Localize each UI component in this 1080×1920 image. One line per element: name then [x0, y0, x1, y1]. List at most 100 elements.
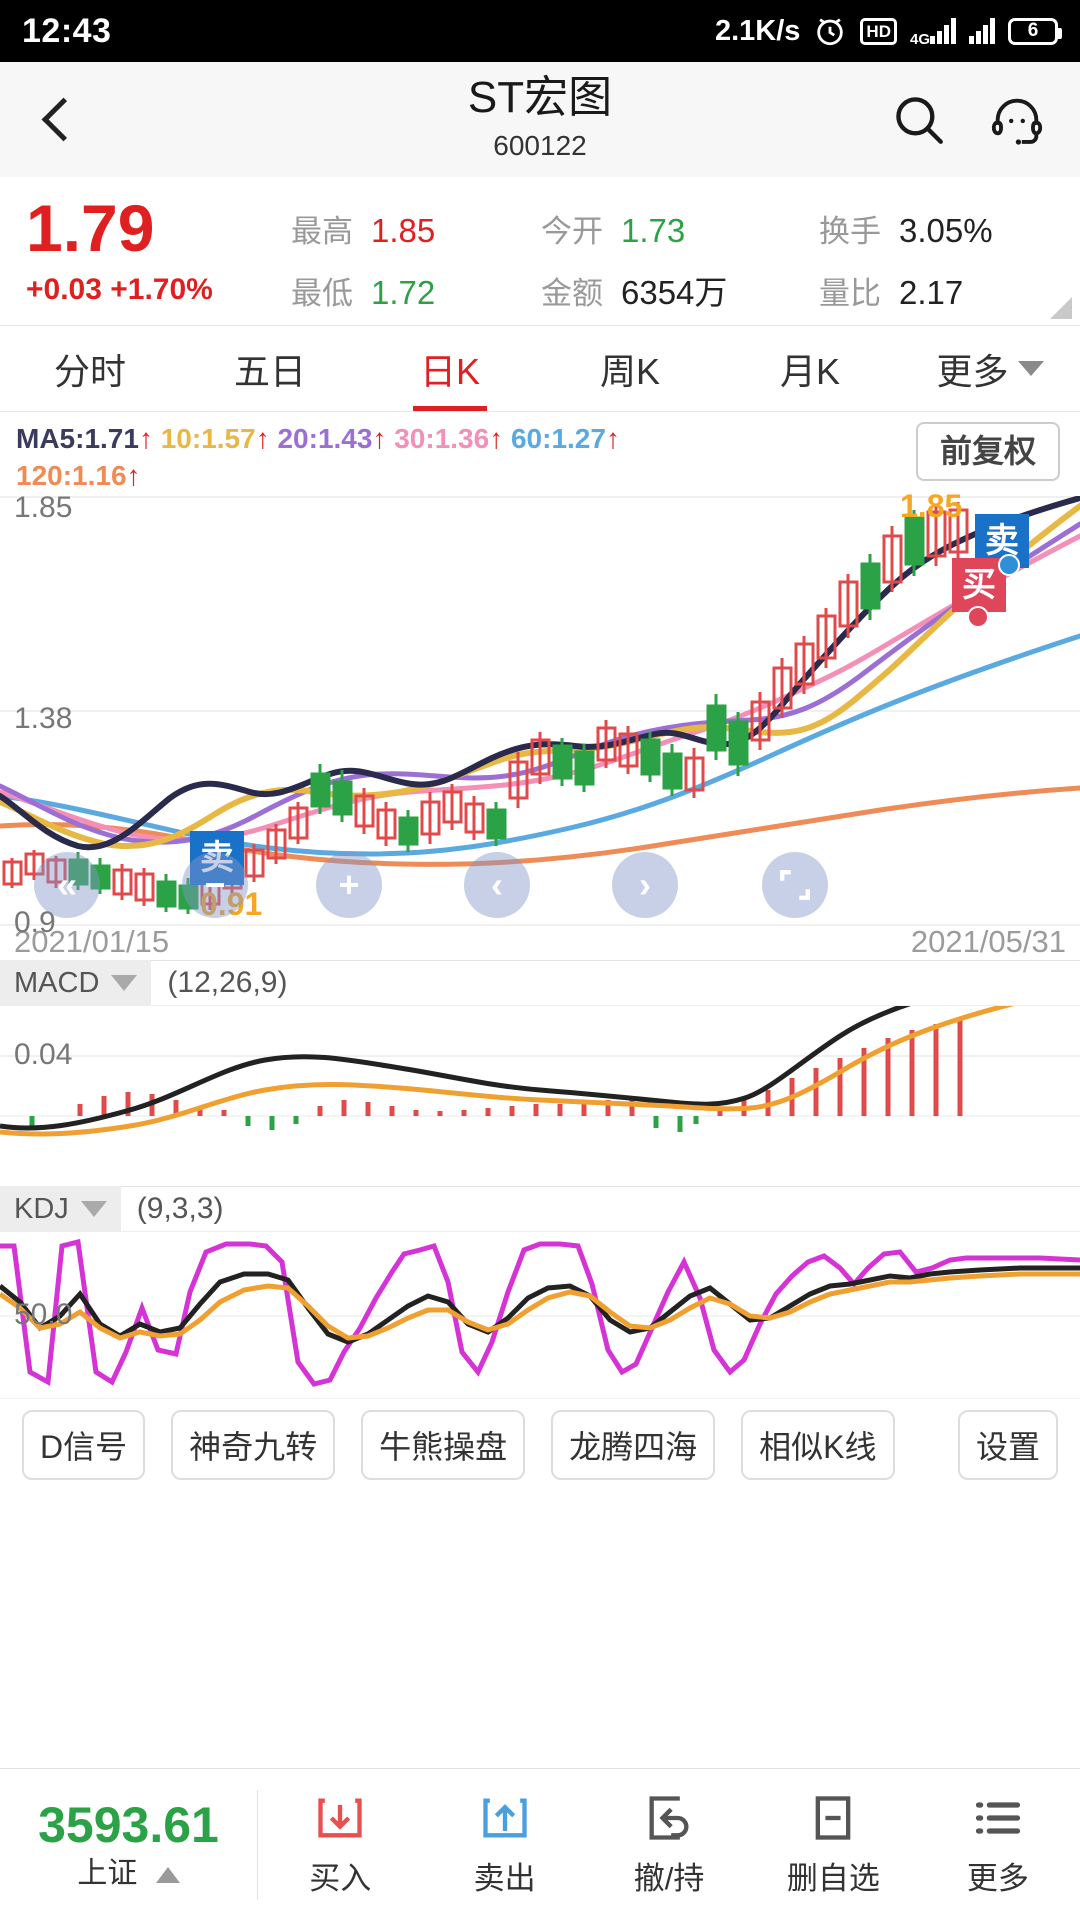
trough-price-label: 0.91: [200, 886, 263, 922]
kdj-selector[interactable]: KDJ: [0, 1186, 121, 1232]
action-remove-watchlist[interactable]: 删自选: [751, 1792, 915, 1898]
headset-icon[interactable]: [988, 91, 1046, 149]
alarm-clock-icon: [813, 14, 847, 48]
sell-flag-marker-left[interactable]: 卖: [190, 831, 244, 885]
index-name: 上证: [77, 1856, 138, 1890]
kdj-header: KDJ (9,3,3): [0, 1186, 1080, 1232]
kdj-svg: [0, 1238, 1080, 1387]
tab-more[interactable]: 更多: [900, 326, 1080, 411]
change-block: +0.03 +1.70%: [26, 265, 291, 315]
ma-item-30: 30:1.36: [394, 423, 503, 454]
macd-axis-label: 0.04: [14, 1038, 73, 1071]
macd-svg: [0, 1006, 1080, 1137]
price-block: 1.79: [26, 191, 291, 265]
ma-legend: MA5:1.71 10:1.57 20:1.43 30:1.36 60:1.27…: [0, 412, 1080, 496]
ma-item-10: 10:1.57: [161, 423, 270, 454]
macd-header: MACD (12,26,9): [0, 960, 1080, 1006]
k-line-plot[interactable]: 1.85 1.38 0.9 1.85 0.91 卖 买 卖 « − + ‹ ›: [0, 488, 1080, 939]
field-label: 金额: [541, 276, 603, 311]
scroll-left-button[interactable]: ‹: [464, 852, 530, 918]
quote-field-open: 今开 1.73: [541, 206, 819, 251]
quote-field-volratio: 量比 2.17: [819, 268, 1054, 313]
field-value: 6354万: [621, 274, 728, 311]
chart-nav-buttons: « − + ‹ ›: [0, 852, 1080, 918]
tool-bull-bear[interactable]: 牛熊操盘: [361, 1409, 526, 1480]
status-time: 12:43: [22, 11, 112, 50]
action-sell[interactable]: 卖出: [422, 1792, 586, 1898]
battery-level: 6: [1027, 20, 1039, 41]
tab-label: 更多: [936, 350, 1009, 392]
scroll-left-fast-button[interactable]: «: [34, 852, 100, 918]
date-end: 2021/05/31: [910, 924, 1066, 959]
tool-magic-nine[interactable]: 神奇九转: [171, 1409, 336, 1480]
fullscreen-button[interactable]: [762, 852, 828, 918]
tool-similar-k[interactable]: 相似K线: [741, 1409, 895, 1480]
buy-flag-marker[interactable]: 买: [952, 558, 1006, 612]
quote-field-amount: 金额 6354万: [541, 266, 819, 314]
tool-d-signal[interactable]: D信号: [22, 1409, 146, 1480]
kdj-name: KDJ: [14, 1192, 69, 1225]
tab-zhouk[interactable]: 周K: [540, 326, 720, 411]
expand-corner-icon[interactable]: [1050, 297, 1072, 319]
zoom-in-button[interactable]: +: [316, 852, 382, 918]
sell-signal-dot-icon: [967, 606, 989, 628]
bottom-action-bar: 3593.61 上证 买入 卖出 撤/持: [0, 1768, 1080, 1920]
zoom-out-button[interactable]: −: [182, 852, 248, 918]
macd-selector[interactable]: MACD: [0, 960, 152, 1006]
action-cancel-hold[interactable]: 撤/持: [587, 1792, 751, 1898]
network-speed: 2.1K/s: [714, 14, 801, 47]
k-line-svg: [0, 496, 1080, 926]
action-buy[interactable]: 买入: [258, 1792, 422, 1898]
peak-price-label: 1.85: [900, 488, 963, 524]
ma-item-5: MA5:1.71: [16, 423, 153, 454]
search-icon[interactable]: [890, 91, 948, 149]
undo-icon: [649, 1795, 689, 1840]
chart-date-range: 2021/01/15 2021/05/31: [0, 924, 1080, 960]
tab-yuek[interactable]: 月K: [720, 326, 900, 411]
macd-name: MACD: [14, 966, 100, 999]
change-abs: +0.03: [26, 273, 102, 306]
fullscreen-icon: [780, 870, 810, 900]
quote-field-low: 最低 1.72: [291, 268, 541, 313]
tab-rik[interactable]: 日K: [360, 326, 540, 411]
field-value: 1.72: [371, 273, 436, 311]
tab-label: 周K: [599, 350, 660, 392]
battery-icon: 6: [1008, 17, 1062, 45]
app-header: ST宏图 600122: [0, 62, 1080, 177]
chevron-down-icon: [1017, 361, 1044, 376]
chevron-down-icon: [111, 975, 138, 991]
action-label: 撤/持: [633, 1860, 705, 1896]
scroll-right-button[interactable]: ›: [612, 852, 678, 918]
index-summary[interactable]: 3593.61 上证: [0, 1789, 258, 1900]
ma-item-60: 60:1.27: [511, 423, 620, 454]
field-label: 换手: [819, 213, 881, 249]
tab-label: 五日: [233, 350, 306, 392]
action-label: 买入: [309, 1860, 372, 1896]
ma-item-20: 20:1.43: [277, 423, 386, 454]
quote-field-high: 最高 1.85: [291, 206, 541, 251]
macd-chart[interactable]: 0.04: [0, 1006, 1080, 1186]
tool-settings[interactable]: 设置: [957, 1409, 1058, 1480]
field-value: 1.73: [621, 211, 686, 249]
hd-badge: HD: [860, 17, 897, 45]
back-chevron-icon[interactable]: [34, 97, 80, 143]
k-line-chart[interactable]: 1.85 1.38 0.9 1.85 0.91 卖 买 卖 « − + ‹ › …: [0, 488, 1080, 960]
tool-longteng[interactable]: 龙腾四海: [551, 1409, 716, 1480]
y-axis-bottom-label: 0.9: [14, 906, 56, 939]
tab-fenshi[interactable]: 分时: [0, 326, 180, 411]
tab-wuri[interactable]: 五日: [180, 326, 360, 411]
last-price: 1.79: [26, 191, 155, 265]
ma-item-120: 120:1.16: [16, 460, 141, 491]
action-label: 删自选: [786, 1860, 880, 1896]
adjust-price-button[interactable]: 前复权: [915, 422, 1060, 481]
kdj-chart[interactable]: 50.0: [0, 1232, 1080, 1398]
y-axis-mid-label: 1.38: [14, 702, 73, 735]
action-more[interactable]: 更多: [916, 1792, 1080, 1898]
chart-period-tabs: 分时 五日 日K 周K 月K 更多: [0, 326, 1080, 412]
mobile-data-icon: 4G: [909, 18, 956, 48]
field-label: 今开: [541, 213, 603, 249]
tab-label: 月K: [779, 350, 840, 392]
network-type-label: 4G: [909, 31, 930, 48]
indicator-tool-row: D信号 神奇九转 牛熊操盘 龙腾四海 相似K线 设置: [0, 1398, 1080, 1490]
field-value: 3.05%: [899, 211, 993, 249]
